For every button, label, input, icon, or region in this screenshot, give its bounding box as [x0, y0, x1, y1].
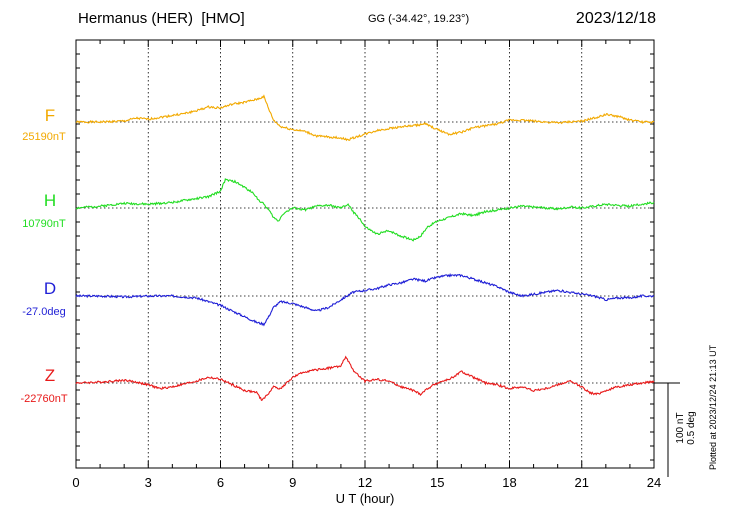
station-name: Hermanus (HER) [78, 10, 194, 27]
geographic-coords: GG (-34.42°, 19.23°) [368, 13, 470, 25]
scale-bar: 100 nT 0.5 deg [654, 382, 697, 477]
station-code: [HMO] [201, 10, 245, 27]
plotted-note: Plotted at 2023/12/24 21:13 UT [708, 344, 718, 470]
x-tick-label: 6 [217, 475, 224, 490]
x-tick-label: 0 [72, 475, 79, 490]
series-name-d: D [44, 279, 56, 298]
series-baseline-h: 10790nT [22, 218, 66, 230]
x-tick-label: 18 [502, 475, 516, 490]
ticks: 0 3 6 9 12 15 18 21 24 [72, 40, 661, 490]
x-axis-label: U T (hour) [336, 491, 395, 506]
station-title: Hermanus (HER) [HMO] [78, 10, 245, 27]
series-baseline-d: -27.0deg [22, 306, 65, 318]
series-name-z: Z [45, 366, 55, 385]
observation-date: 2023/12/18 [575, 10, 656, 27]
traces [75, 94, 655, 402]
x-tick-label: 9 [289, 475, 296, 490]
trace-z [75, 355, 655, 402]
series-baseline-f: 25190nT [22, 131, 66, 143]
x-tick-label: 15 [430, 475, 444, 490]
series-name-f: F [45, 106, 55, 125]
scale-bar-deg: 0.5 deg [686, 411, 697, 444]
series-name-h: H [44, 191, 56, 210]
x-tick-label: 3 [145, 475, 152, 490]
x-tick-label: 24 [647, 475, 661, 490]
series-baseline-z: -22760nT [20, 393, 67, 405]
series-labels: F 25190nT H 10790nT D -27.0deg Z -22760nT [20, 106, 67, 405]
grid [147, 40, 583, 468]
trace-d [75, 273, 655, 327]
scale-bar-nt: 100 nT [675, 412, 686, 443]
trace-h [75, 178, 655, 242]
trace-f [75, 94, 655, 142]
x-tick-label: 21 [575, 475, 589, 490]
x-tick-label: 12 [358, 475, 372, 490]
